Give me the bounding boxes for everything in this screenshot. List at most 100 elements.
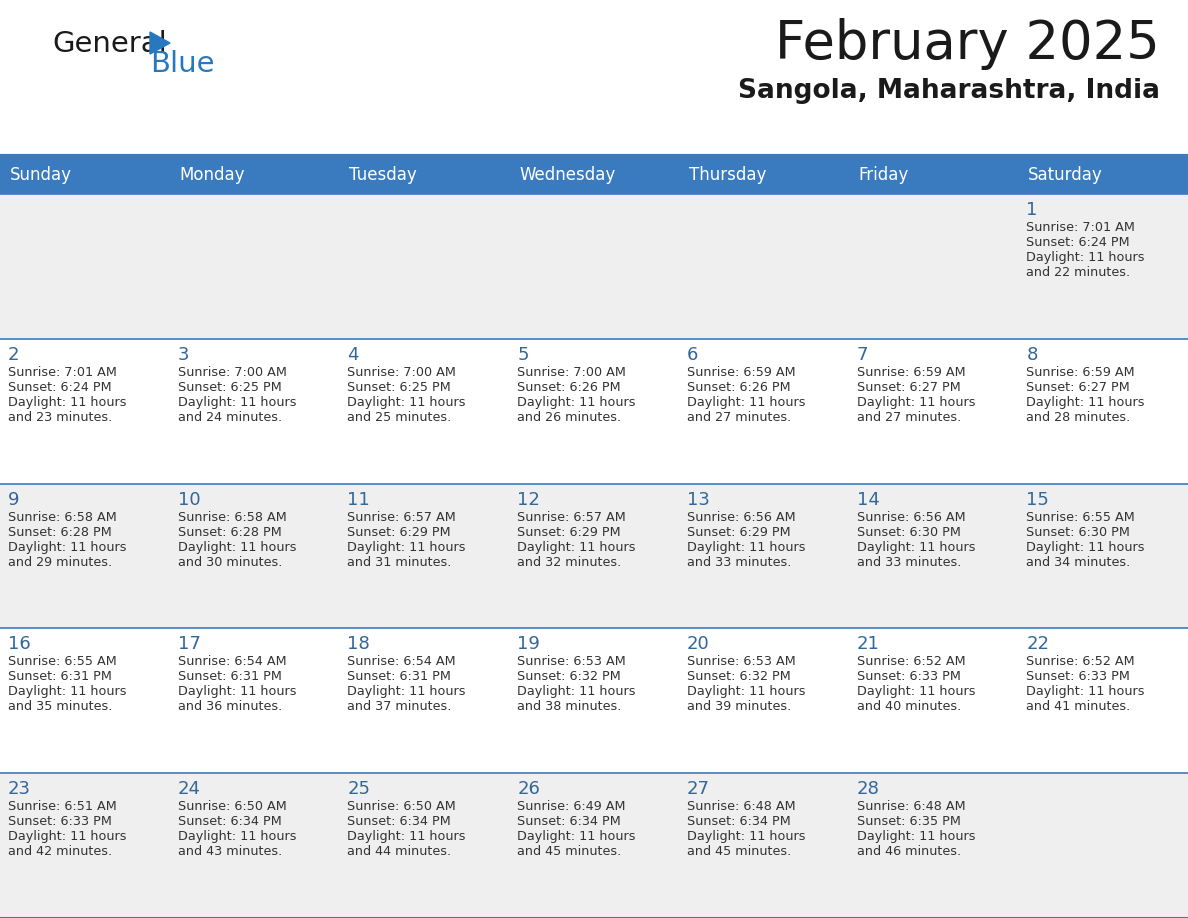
Text: and 27 minutes.: and 27 minutes. [687, 410, 791, 424]
Text: General: General [52, 30, 166, 58]
Text: 10: 10 [178, 490, 201, 509]
Text: Sunrise: 6:57 AM: Sunrise: 6:57 AM [517, 510, 626, 523]
Text: 20: 20 [687, 635, 709, 654]
Bar [0, 773, 1188, 918]
Text: Sunset: 6:31 PM: Sunset: 6:31 PM [8, 670, 112, 683]
Text: 7: 7 [857, 346, 868, 364]
Text: Sunset: 6:30 PM: Sunset: 6:30 PM [857, 526, 960, 539]
Text: Sunrise: 6:55 AM: Sunrise: 6:55 AM [8, 655, 116, 668]
Text: Daylight: 11 hours: Daylight: 11 hours [347, 830, 466, 844]
Text: Sunset: 6:34 PM: Sunset: 6:34 PM [347, 815, 451, 828]
Text: and 23 minutes.: and 23 minutes. [8, 410, 112, 424]
Text: Sunset: 6:25 PM: Sunset: 6:25 PM [178, 381, 282, 394]
Text: Sunrise: 6:49 AM: Sunrise: 6:49 AM [517, 800, 626, 813]
Text: 4: 4 [347, 346, 359, 364]
Text: 13: 13 [687, 490, 709, 509]
Text: Daylight: 11 hours: Daylight: 11 hours [857, 396, 975, 409]
Text: Sunset: 6:31 PM: Sunset: 6:31 PM [178, 670, 282, 683]
Text: and 41 minutes.: and 41 minutes. [1026, 700, 1131, 713]
Bar [340, 156, 510, 194]
Text: Sunset: 6:33 PM: Sunset: 6:33 PM [8, 815, 112, 828]
Text: Sunset: 6:29 PM: Sunset: 6:29 PM [687, 526, 790, 539]
Text: and 30 minutes.: and 30 minutes. [178, 555, 282, 568]
Text: Daylight: 11 hours: Daylight: 11 hours [178, 396, 296, 409]
Text: 21: 21 [857, 635, 879, 654]
Text: Sunrise: 6:50 AM: Sunrise: 6:50 AM [178, 800, 286, 813]
Text: Sunset: 6:33 PM: Sunset: 6:33 PM [1026, 670, 1130, 683]
Text: Daylight: 11 hours: Daylight: 11 hours [8, 686, 126, 699]
Text: Daylight: 11 hours: Daylight: 11 hours [687, 686, 805, 699]
Text: Sunrise: 7:00 AM: Sunrise: 7:00 AM [347, 365, 456, 379]
Bar [1018, 156, 1188, 194]
Text: Daylight: 11 hours: Daylight: 11 hours [1026, 396, 1145, 409]
Bar [848, 156, 1018, 194]
Text: Sunrise: 7:00 AM: Sunrise: 7:00 AM [517, 365, 626, 379]
Text: 11: 11 [347, 490, 371, 509]
Bar [0, 339, 1188, 484]
Text: Daylight: 11 hours: Daylight: 11 hours [687, 396, 805, 409]
Text: and 33 minutes.: and 33 minutes. [857, 555, 961, 568]
Text: Wednesday: Wednesday [519, 166, 615, 184]
Text: Sunrise: 7:00 AM: Sunrise: 7:00 AM [178, 365, 286, 379]
Text: Sunrise: 6:54 AM: Sunrise: 6:54 AM [178, 655, 286, 668]
Text: Daylight: 11 hours: Daylight: 11 hours [8, 396, 126, 409]
Text: and 37 minutes.: and 37 minutes. [347, 700, 451, 713]
Text: and 40 minutes.: and 40 minutes. [857, 700, 961, 713]
Bar [510, 156, 678, 194]
Text: 6: 6 [687, 346, 699, 364]
Text: Sunrise: 6:51 AM: Sunrise: 6:51 AM [8, 800, 116, 813]
Text: Daylight: 11 hours: Daylight: 11 hours [517, 396, 636, 409]
Text: Sunset: 6:28 PM: Sunset: 6:28 PM [8, 526, 112, 539]
Text: and 28 minutes.: and 28 minutes. [1026, 410, 1131, 424]
Text: and 33 minutes.: and 33 minutes. [687, 555, 791, 568]
Text: Daylight: 11 hours: Daylight: 11 hours [178, 686, 296, 699]
Text: 2: 2 [8, 346, 19, 364]
Text: Sunrise: 6:55 AM: Sunrise: 6:55 AM [1026, 510, 1135, 523]
Bar [0, 629, 1188, 773]
Text: 14: 14 [857, 490, 879, 509]
Text: and 44 minutes.: and 44 minutes. [347, 845, 451, 858]
Text: Sunset: 6:30 PM: Sunset: 6:30 PM [1026, 526, 1130, 539]
Text: 27: 27 [687, 780, 710, 798]
Text: Friday: Friday [859, 166, 909, 184]
Text: and 32 minutes.: and 32 minutes. [517, 555, 621, 568]
Bar [678, 156, 848, 194]
Text: 15: 15 [1026, 490, 1049, 509]
Text: Sunrise: 6:58 AM: Sunrise: 6:58 AM [178, 510, 286, 523]
Text: Sunset: 6:32 PM: Sunset: 6:32 PM [687, 670, 790, 683]
Text: Sunset: 6:26 PM: Sunset: 6:26 PM [517, 381, 621, 394]
Text: Sunset: 6:31 PM: Sunset: 6:31 PM [347, 670, 451, 683]
Text: Sunrise: 6:59 AM: Sunrise: 6:59 AM [1026, 365, 1135, 379]
Text: and 35 minutes.: and 35 minutes. [8, 700, 113, 713]
Text: Sunrise: 6:57 AM: Sunrise: 6:57 AM [347, 510, 456, 523]
Text: 26: 26 [517, 780, 541, 798]
Text: Sunrise: 7:01 AM: Sunrise: 7:01 AM [1026, 221, 1136, 234]
Text: 23: 23 [8, 780, 31, 798]
Text: Monday: Monday [179, 166, 245, 184]
Text: Daylight: 11 hours: Daylight: 11 hours [857, 686, 975, 699]
Text: 3: 3 [178, 346, 189, 364]
Text: and 36 minutes.: and 36 minutes. [178, 700, 282, 713]
Text: Sunset: 6:29 PM: Sunset: 6:29 PM [347, 526, 451, 539]
Text: 12: 12 [517, 490, 541, 509]
Text: and 42 minutes.: and 42 minutes. [8, 845, 112, 858]
Text: Sunset: 6:35 PM: Sunset: 6:35 PM [857, 815, 960, 828]
Text: Sunset: 6:34 PM: Sunset: 6:34 PM [178, 815, 282, 828]
Text: Saturday: Saturday [1029, 166, 1102, 184]
Text: 17: 17 [178, 635, 201, 654]
Text: Daylight: 11 hours: Daylight: 11 hours [1026, 686, 1145, 699]
Text: Daylight: 11 hours: Daylight: 11 hours [517, 830, 636, 844]
Bar [0, 194, 1188, 339]
Text: Daylight: 11 hours: Daylight: 11 hours [1026, 541, 1145, 554]
Text: February 2025: February 2025 [776, 18, 1159, 70]
Text: 28: 28 [857, 780, 879, 798]
Text: and 39 minutes.: and 39 minutes. [687, 700, 791, 713]
Text: 18: 18 [347, 635, 371, 654]
Text: Sunrise: 6:56 AM: Sunrise: 6:56 AM [687, 510, 796, 523]
Text: Sunrise: 6:48 AM: Sunrise: 6:48 AM [857, 800, 965, 813]
Text: 25: 25 [347, 780, 371, 798]
Text: and 45 minutes.: and 45 minutes. [517, 845, 621, 858]
Text: Sunset: 6:34 PM: Sunset: 6:34 PM [517, 815, 621, 828]
Text: Sunrise: 6:59 AM: Sunrise: 6:59 AM [687, 365, 796, 379]
Text: Sunset: 6:27 PM: Sunset: 6:27 PM [857, 381, 960, 394]
